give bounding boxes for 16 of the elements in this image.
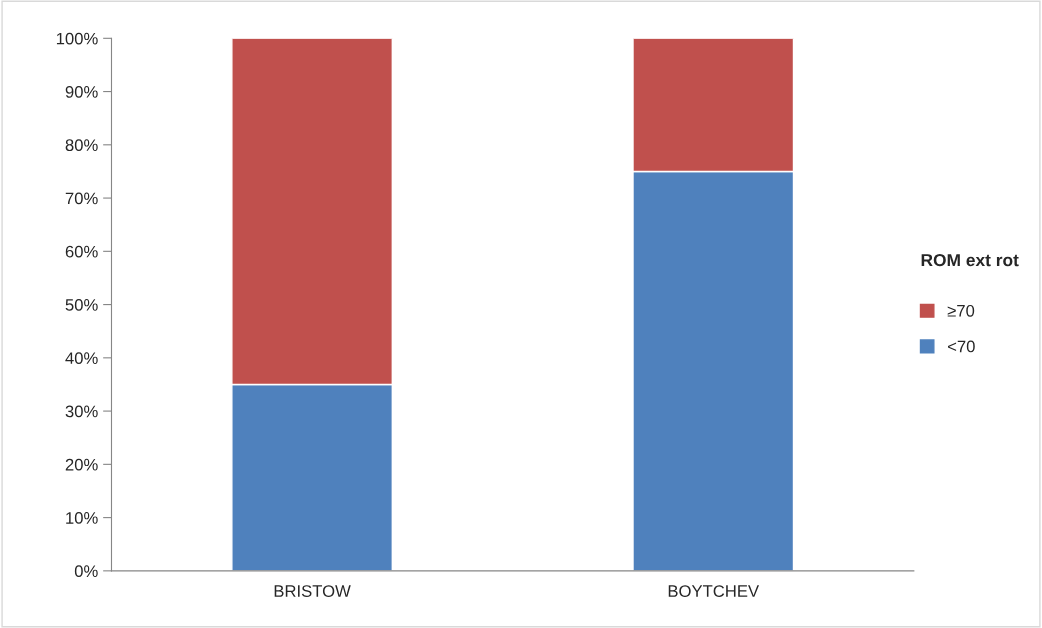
- y-tick-label: 100%: [56, 32, 98, 45]
- y-tick-label: 90%: [65, 85, 98, 98]
- y-tick-label: 70%: [65, 192, 98, 205]
- y-tick-label: 0%: [74, 565, 98, 578]
- y-tick-label: 60%: [65, 245, 98, 258]
- y-tick-label: 50%: [65, 298, 98, 311]
- y-tick-label: 40%: [65, 352, 98, 365]
- y-tick-label: 20%: [65, 458, 98, 471]
- x-tick-label: BRISTOW: [274, 585, 351, 597]
- y-tick-label: 10%: [66, 512, 98, 524]
- y-tick-label: 30%: [65, 405, 98, 418]
- x-tick-label: BOYTCHEV: [668, 585, 760, 597]
- legend-label: ≥70: [947, 304, 975, 317]
- legend-title: ROM ext rot: [921, 253, 1019, 267]
- legend-label: <70: [947, 340, 975, 353]
- y-tick-label: 80%: [65, 139, 98, 152]
